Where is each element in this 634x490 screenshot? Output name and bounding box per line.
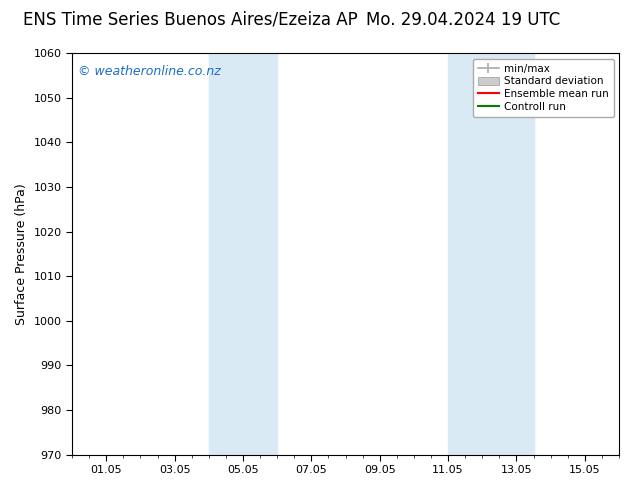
Text: © weatheronline.co.nz: © weatheronline.co.nz [77,65,221,78]
Text: Mo. 29.04.2024 19 UTC: Mo. 29.04.2024 19 UTC [366,11,560,28]
Bar [209,53,277,455]
Y-axis label: Surface Pressure (hPa): Surface Pressure (hPa) [15,183,28,325]
Bar [448,53,534,455]
Legend: min/max, Standard deviation, Ensemble mean run, Controll run: min/max, Standard deviation, Ensemble me… [472,58,614,117]
Text: ENS Time Series Buenos Aires/Ezeiza AP: ENS Time Series Buenos Aires/Ezeiza AP [23,11,358,28]
